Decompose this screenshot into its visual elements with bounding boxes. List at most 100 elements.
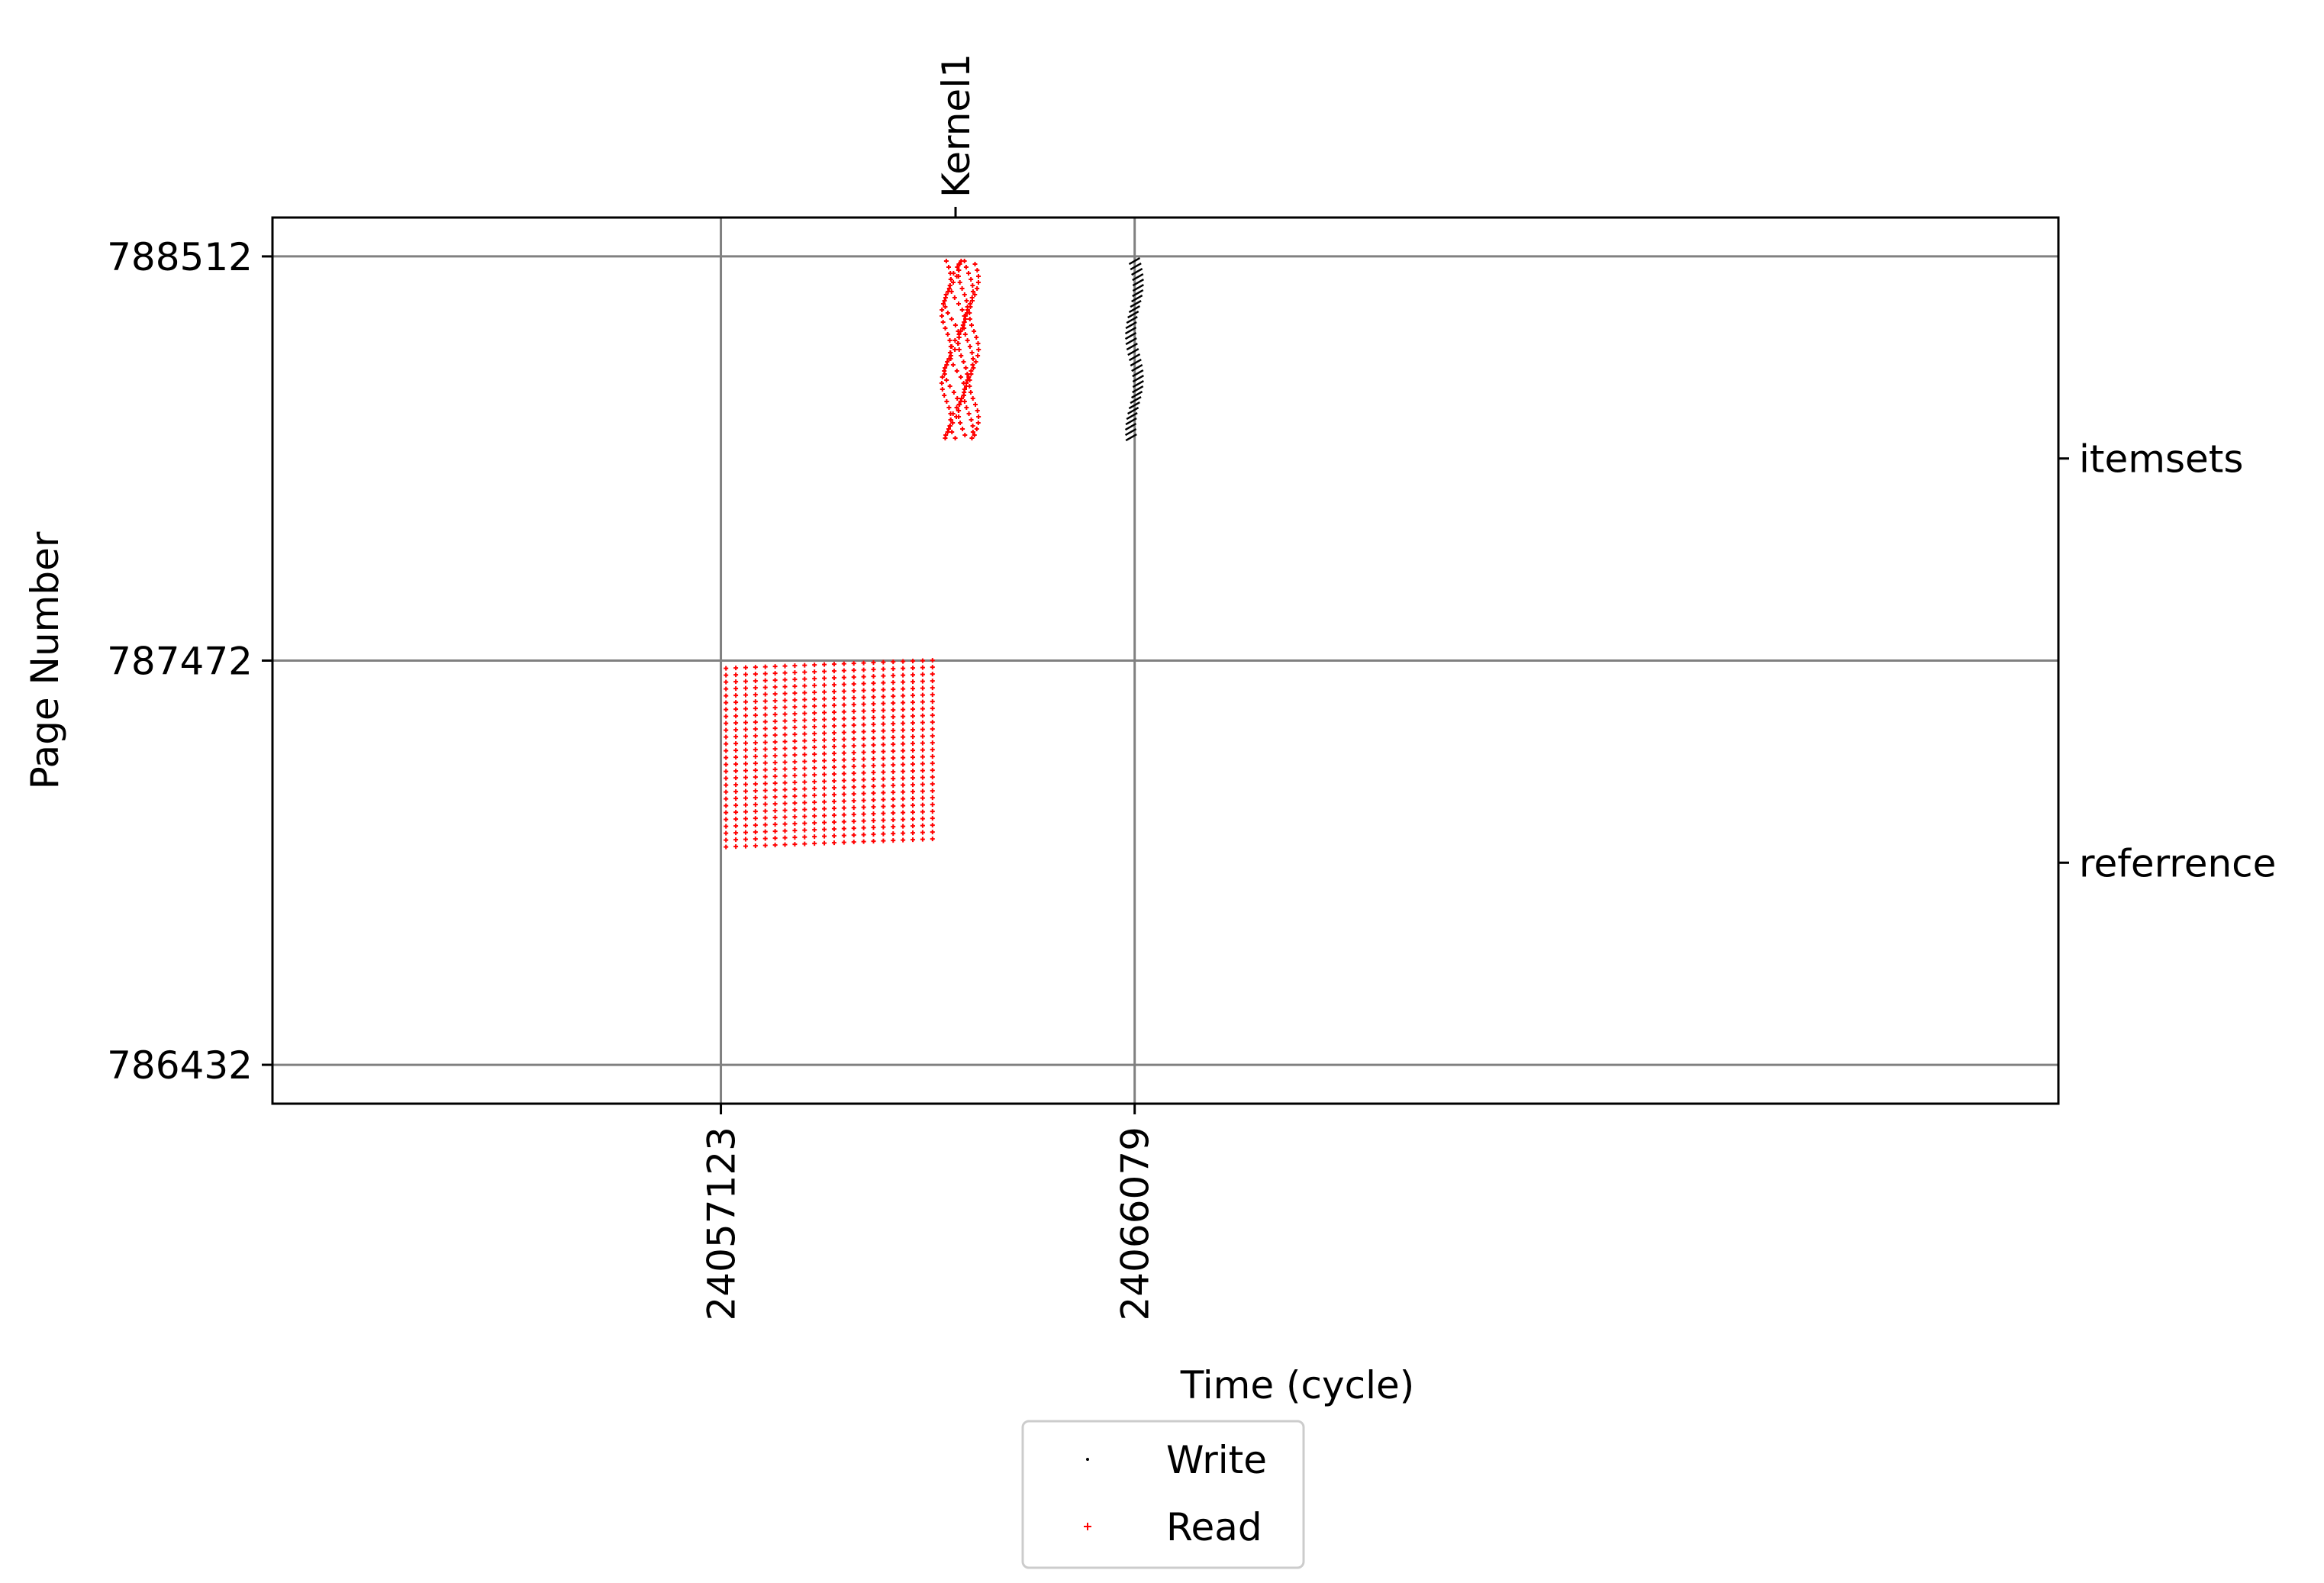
read-point [782, 759, 788, 765]
read-point [772, 705, 778, 711]
read-point [911, 789, 916, 795]
read-point [831, 717, 836, 722]
read-point [733, 844, 739, 850]
read-point [802, 834, 807, 840]
read-point [920, 706, 925, 711]
read-point [724, 727, 729, 733]
read-point [920, 768, 925, 773]
read-point [822, 758, 827, 763]
read-point [930, 733, 935, 739]
read-point [743, 830, 748, 835]
read-point [881, 659, 886, 665]
read-point [772, 788, 778, 793]
read-point [975, 408, 980, 414]
read-point [802, 669, 807, 675]
legend-read-label: Read [1166, 1505, 1262, 1549]
read-point [968, 390, 973, 395]
read-point [881, 680, 886, 685]
read-point [802, 841, 807, 846]
read-point [952, 338, 958, 343]
read-point [975, 286, 980, 292]
read-point [901, 721, 906, 726]
read-point [762, 767, 768, 772]
cluster [724, 658, 935, 850]
x-tick-label: 24066079 [1114, 1127, 1158, 1321]
read-point [956, 301, 962, 307]
read-point [911, 672, 916, 678]
read-point [772, 746, 778, 752]
read-point [802, 745, 807, 750]
read-point [772, 733, 778, 738]
read-point [969, 350, 975, 356]
read-point [831, 737, 836, 743]
read-point [753, 843, 758, 849]
read-point [792, 746, 798, 751]
read-point [851, 695, 856, 701]
x-tick-label: 24057123 [700, 1127, 744, 1321]
read-point [940, 314, 945, 319]
read-point [901, 693, 906, 698]
read-point [841, 737, 846, 742]
read-point [901, 666, 906, 671]
read-point [724, 686, 729, 692]
read-point [945, 332, 950, 337]
read-point [920, 672, 925, 677]
read-point [831, 772, 836, 777]
read-point [881, 749, 886, 754]
read-point [792, 821, 798, 827]
write-point [1131, 294, 1143, 303]
read-point [792, 691, 798, 696]
read-point [901, 803, 906, 808]
write-point [1132, 374, 1145, 383]
legend-read-marker [1084, 1523, 1091, 1530]
read-point [930, 740, 935, 746]
read-point [930, 768, 935, 773]
read-point [743, 775, 748, 780]
read-point [772, 685, 778, 690]
read-point [762, 760, 768, 766]
read-point [733, 679, 739, 685]
read-point [831, 744, 836, 750]
read-point [891, 817, 896, 823]
read-point [920, 782, 925, 787]
read-point [930, 679, 935, 684]
read-point [891, 714, 896, 720]
read-point [952, 323, 958, 328]
read-point [956, 335, 962, 340]
read-point [782, 663, 788, 669]
read-point [841, 743, 846, 749]
read-point [743, 692, 748, 698]
read-point [881, 769, 886, 775]
read-point [831, 710, 836, 715]
read-point [901, 837, 906, 843]
read-point [822, 827, 827, 832]
read-point [782, 698, 788, 703]
right-tick-label: referrence [2079, 841, 2276, 885]
read-point [851, 792, 856, 797]
write-point [1126, 411, 1138, 421]
read-point [724, 810, 729, 815]
read-point [975, 280, 981, 285]
read-point [861, 667, 866, 672]
write-point [1132, 379, 1144, 388]
read-point [724, 700, 729, 705]
read-point [881, 742, 886, 747]
read-point [920, 665, 925, 670]
read-point [920, 727, 925, 732]
read-point [901, 789, 906, 795]
read-point [812, 772, 817, 778]
read-point [930, 761, 935, 766]
read-point [762, 705, 768, 711]
read-point [920, 740, 925, 746]
read-point [891, 769, 896, 775]
read-point [976, 414, 981, 420]
legend-read-plus [1084, 1523, 1091, 1530]
read-point [962, 399, 967, 405]
read-point [920, 713, 925, 718]
read-point [901, 769, 906, 774]
read-point [772, 822, 778, 827]
read-point [861, 674, 866, 679]
grid-lines [272, 218, 2058, 1104]
read-point [911, 810, 916, 815]
read-point [851, 778, 856, 783]
